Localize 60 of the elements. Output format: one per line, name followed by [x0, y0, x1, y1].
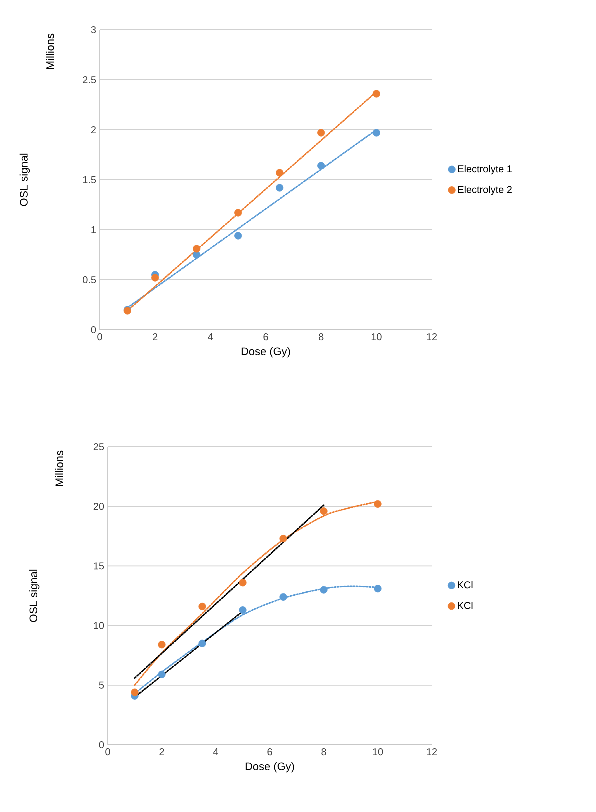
text: Millions: [46, 34, 54, 70]
point: [318, 162, 326, 170]
point: [239, 579, 247, 587]
y-axis-title: OSL signal: [20, 154, 30, 206]
y-tick-label: 2.5: [83, 76, 96, 84]
x-tick-label: 4: [208, 334, 214, 340]
y-axis-title: OSL signal: [29, 570, 40, 622]
point: [276, 169, 284, 177]
y-tick-label: 2: [91, 126, 96, 134]
point: [198, 602, 206, 611]
x-tick-label: 2: [160, 748, 164, 756]
y-tick-label: 3: [91, 26, 96, 34]
point: [234, 232, 242, 240]
x-tick-label: 0: [106, 748, 110, 756]
legend-label: KCl: [458, 581, 473, 589]
text: Millions: [55, 450, 64, 486]
x-tick-label: 10: [372, 334, 382, 341]
legend-label: KCl: [458, 602, 473, 610]
point: [239, 606, 247, 614]
x-tick-label: 8: [319, 334, 324, 341]
x-tick-label: 6: [268, 748, 272, 756]
point: [276, 184, 284, 192]
point: [198, 640, 206, 648]
y-tick-label: 15: [94, 562, 104, 570]
point: [320, 508, 328, 516]
x-axis-title: Dose (Gy): [242, 347, 290, 358]
legend-label: Electrolyte 1: [458, 165, 512, 175]
point: [158, 641, 166, 649]
x-axis-title: Dose (Gy): [246, 762, 294, 773]
y-tick-label: 0: [99, 741, 104, 749]
y-tick-label: 0.5: [83, 276, 96, 284]
point: [234, 209, 242, 217]
y-tick-label: 25: [94, 443, 104, 451]
x-tick-label: 8: [322, 748, 326, 756]
point: [374, 585, 382, 593]
x-tick-label: 2: [153, 334, 158, 340]
point: [320, 586, 328, 594]
legend-label: Electrolyte 2: [458, 186, 512, 196]
point: [374, 500, 382, 508]
y-tick-label: 1: [92, 226, 96, 234]
point: [193, 245, 201, 253]
x-tick-label: 12: [427, 748, 438, 756]
point: [193, 251, 201, 259]
x-tick-label: 12: [427, 334, 438, 340]
y-tick-label: 20: [94, 503, 104, 510]
y-tick-label: 1.5: [83, 176, 96, 184]
point: [158, 670, 166, 678]
y-tick-label: 10: [94, 622, 104, 630]
point: [152, 274, 160, 282]
point: [131, 688, 139, 696]
x-tick-label: 10: [373, 748, 384, 756]
point: [372, 129, 380, 137]
point: [318, 129, 326, 137]
x-tick-label: 6: [264, 334, 268, 341]
x-tick-label: 4: [213, 748, 218, 756]
point: [280, 534, 288, 543]
point: [280, 593, 288, 601]
y-tick-label: 5: [99, 682, 104, 689]
y-tick-label: 0: [91, 326, 96, 334]
point: [372, 90, 380, 98]
